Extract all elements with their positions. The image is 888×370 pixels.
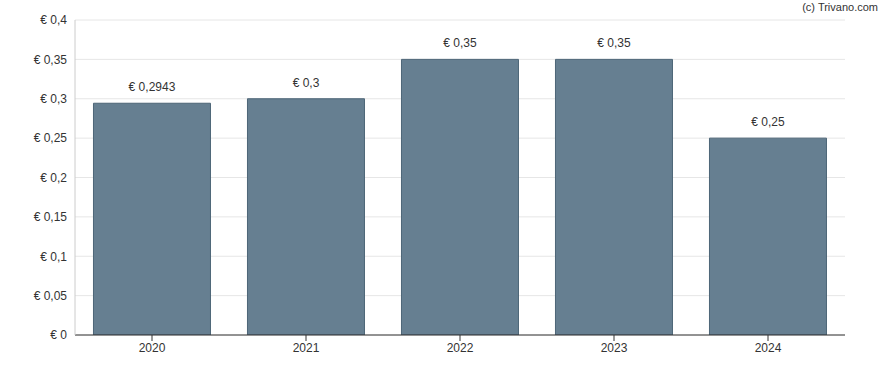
svg-text:€ 0,2: € 0,2: [40, 171, 67, 185]
svg-text:€ 0,2943: € 0,2943: [129, 80, 176, 94]
html-text:(c) Trivano.com: (c) Trivano.com: [802, 1, 878, 13]
svg-text:€ 0,25: € 0,25: [751, 115, 785, 129]
svg-text:€ 0,4: € 0,4: [40, 13, 67, 27]
svg-text:2022: 2022: [447, 341, 474, 355]
svg-text:€ 0,35: € 0,35: [34, 53, 68, 67]
svg-text:€ 0,25: € 0,25: [34, 131, 68, 145]
svg-text:€ 0: € 0: [50, 328, 67, 342]
svg-text:€ 0,3: € 0,3: [293, 76, 320, 90]
svg-text:€ 0,15: € 0,15: [34, 210, 68, 224]
svg-text:2023: 2023: [601, 341, 628, 355]
svg-text:€ 0,35: € 0,35: [597, 36, 631, 50]
svg-text:€ 0,35: € 0,35: [443, 36, 477, 50]
svg-text:€ 0,1: € 0,1: [40, 250, 67, 264]
svg-text:2020: 2020: [139, 341, 166, 355]
svg-text:€ 0,05: € 0,05: [34, 289, 68, 303]
svg-text:€ 0,3: € 0,3: [40, 92, 67, 106]
svg-text:2021: 2021: [293, 341, 320, 355]
svg-text:2024: 2024: [755, 341, 782, 355]
